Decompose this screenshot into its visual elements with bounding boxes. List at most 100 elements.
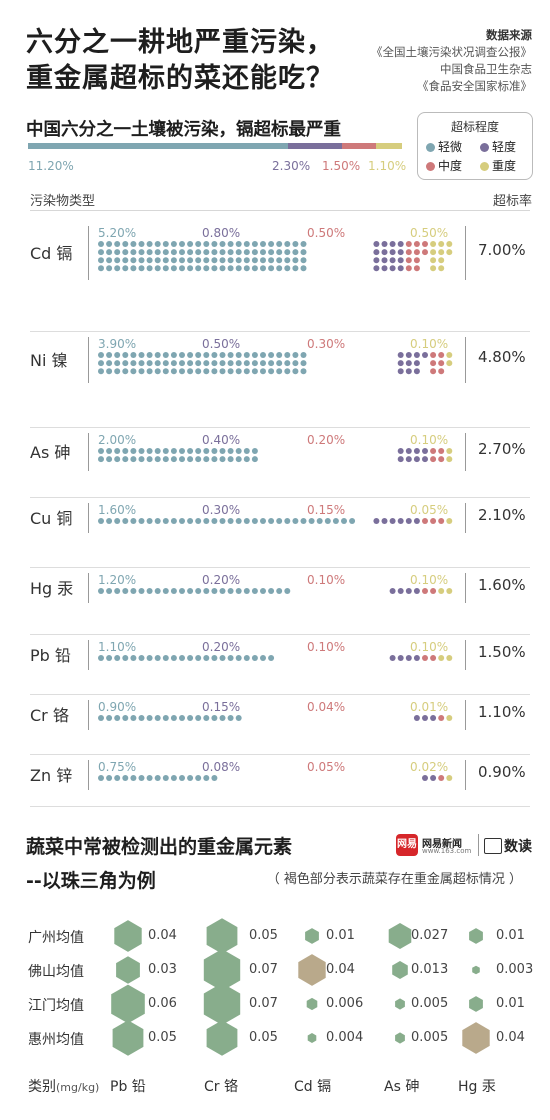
col-right-header: 超标率 <box>492 194 532 209</box>
value-label: 0.04 <box>326 962 355 977</box>
legend-dot <box>426 143 435 152</box>
value-hexagon <box>307 1033 317 1043</box>
severity-value-light: 1.10% <box>98 640 137 654</box>
severity-value-mild: 0.15% <box>202 700 241 714</box>
exceed-rate: 1.50% <box>478 643 526 662</box>
value-label: 0.004 <box>326 1030 364 1045</box>
netease-badge: 网易 <box>396 834 418 856</box>
row-axis-right <box>465 760 466 791</box>
value-label: 0.003 <box>496 962 534 977</box>
summary-label-mild: 2.30% <box>272 159 311 173</box>
value-hexagon <box>298 954 326 986</box>
row-axis-right <box>465 337 466 384</box>
element-label: Zn 锌 <box>30 766 73 786</box>
value-label: 0.027 <box>411 928 449 943</box>
main-title-line1: 六分之一耕地严重污染， <box>26 27 334 58</box>
value-hexagon <box>306 997 318 1011</box>
row-axis-left <box>88 573 89 604</box>
severity-value-light: 1.20% <box>98 573 137 587</box>
severity-value-mild: 0.50% <box>202 337 241 351</box>
exceed-rate: 7.00% <box>478 241 526 260</box>
city-label: 广州均值 <box>28 930 84 946</box>
legend-item-severe: 重度 <box>480 157 516 174</box>
exceed-rate: 1.60% <box>478 576 526 595</box>
severity-value-light: 0.90% <box>98 700 137 714</box>
value-label: 0.05 <box>249 1030 278 1045</box>
value-hexagon <box>469 996 483 1012</box>
severity-value-moderate: 0.15% <box>307 503 346 517</box>
row-separator <box>30 694 530 695</box>
value-label: 0.01 <box>496 996 525 1011</box>
value-label: 0.06 <box>148 996 177 1011</box>
value-hexagon <box>206 1020 238 1056</box>
value-hexagon <box>472 965 480 975</box>
value-label: 0.04 <box>148 928 177 943</box>
value-hexagon <box>114 920 142 952</box>
logo-divider <box>478 834 479 856</box>
severity-value-moderate: 0.05% <box>307 760 346 774</box>
severity-value-moderate: 0.30% <box>307 337 346 351</box>
severity-value-severe: 0.02% <box>410 760 449 774</box>
value-label: 0.01 <box>496 928 525 943</box>
value-label: 0.005 <box>411 996 449 1011</box>
category-axis-label: 类别(mg/kg) <box>28 1079 100 1095</box>
value-label: 0.07 <box>249 962 278 977</box>
severity-value-moderate: 0.10% <box>307 573 346 587</box>
soil-chart-subtitle: 中国六分之一土壤被污染，镉超标最严重 <box>26 120 341 140</box>
metal-category-label: Cr 铬 <box>204 1079 238 1095</box>
exceed-rate: 4.80% <box>478 348 526 367</box>
severity-value-mild: 0.80% <box>202 226 241 240</box>
netease-name: 网易新闻 <box>422 839 462 850</box>
unit-label: (mg/kg) <box>56 1081 100 1094</box>
legend-item-light: 轻微 <box>426 138 462 155</box>
row-axis-left <box>88 640 89 671</box>
value-hexagon <box>203 949 241 991</box>
severity-value-light: 0.75% <box>98 760 137 774</box>
summary-bar-moderate <box>341 143 377 149</box>
legend-item-mild: 轻度 <box>480 138 516 155</box>
summary-bar-mild <box>288 143 342 149</box>
value-hexagon <box>112 1020 144 1056</box>
element-label: Pb 铅 <box>30 646 71 666</box>
legend-dot <box>480 162 489 171</box>
value-label: 0.07 <box>249 996 278 1011</box>
row-separator <box>30 427 530 428</box>
col-left-header: 污染物类型 <box>30 194 96 209</box>
legend-dot <box>426 162 435 171</box>
severity-value-light: 3.90% <box>98 337 137 351</box>
element-label: Cu 铜 <box>30 509 73 529</box>
value-hexagon <box>395 1032 405 1044</box>
summary-label-severe: 1.10% <box>368 159 407 173</box>
row-axis-left <box>88 226 89 281</box>
row-axis-right <box>465 226 466 281</box>
row-axis-right <box>465 640 466 671</box>
value-hexagon <box>388 923 412 949</box>
severity-value-light: 2.00% <box>98 433 137 447</box>
summary-label-moderate: 1.50% <box>322 159 361 173</box>
city-label: 惠州均值 <box>28 1032 84 1048</box>
value-hexagon <box>206 918 238 954</box>
row-separator <box>30 567 530 568</box>
severity-value-mild: 0.20% <box>202 573 241 587</box>
exceed-rate: 0.90% <box>478 763 526 782</box>
severity-value-moderate: 0.10% <box>307 640 346 654</box>
city-label: 佛山均值 <box>28 964 84 980</box>
value-label: 0.005 <box>411 1030 449 1045</box>
severity-value-moderate: 0.20% <box>307 433 346 447</box>
severity-value-light: 1.60% <box>98 503 137 517</box>
veg-title-line1: 蔬菜中常被检测出的重金属元素 <box>26 836 293 858</box>
source-label: 数据来源 <box>486 28 532 42</box>
value-label: 0.03 <box>148 962 177 977</box>
severity-value-severe: 0.10% <box>410 640 449 654</box>
row-axis-left <box>88 503 89 534</box>
row-separator <box>30 754 530 755</box>
severity-value-severe: 0.10% <box>410 337 449 351</box>
severity-value-moderate: 0.50% <box>307 226 346 240</box>
value-hexagon <box>395 998 405 1010</box>
legend-dot <box>480 143 489 152</box>
severity-value-mild: 0.40% <box>202 433 241 447</box>
value-hexagon <box>462 1022 490 1054</box>
element-label: Ni 镍 <box>30 351 68 371</box>
row-axis-left <box>88 433 89 472</box>
